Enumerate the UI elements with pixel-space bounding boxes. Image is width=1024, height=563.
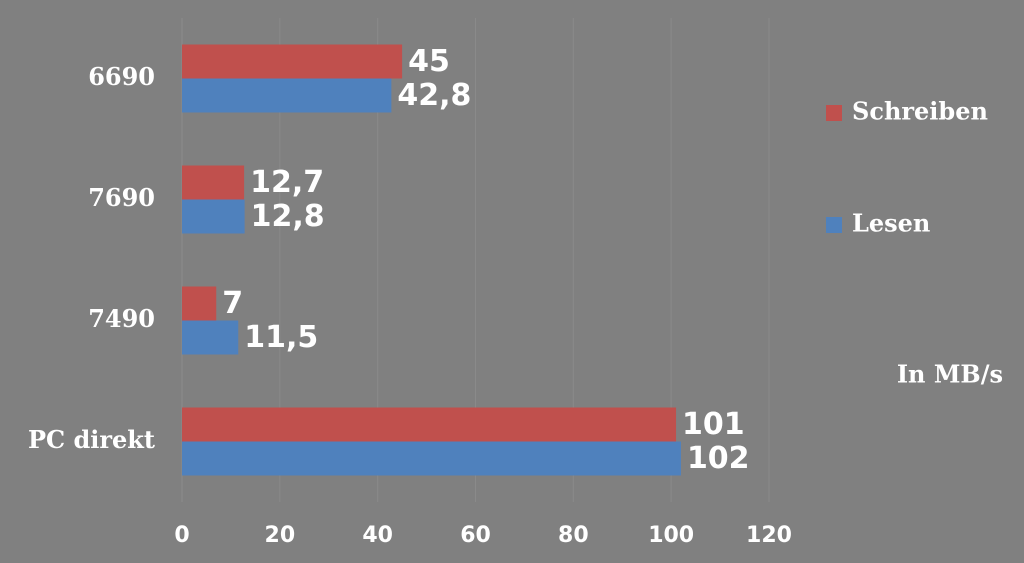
x-tick-label: 40: [362, 523, 393, 548]
bar: [182, 78, 392, 113]
x-tick-label: 60: [460, 523, 491, 548]
legend-swatch: [826, 105, 842, 121]
bar: [182, 199, 245, 234]
value-label: 12,8: [251, 199, 325, 234]
bar: [182, 286, 217, 321]
y-tick-label: 7490: [88, 304, 155, 333]
value-label: 7: [222, 286, 243, 321]
legend-label: Lesen: [852, 209, 930, 238]
legend-label: Schreiben: [852, 97, 988, 126]
y-tick-label: PC direkt: [28, 425, 155, 454]
y-tick-label: 6690: [88, 62, 155, 91]
legend-swatch: [826, 217, 842, 233]
value-label: 101: [682, 407, 745, 442]
bar: [182, 165, 245, 200]
value-label: 102: [687, 441, 750, 476]
value-label: 11,5: [244, 320, 318, 355]
bar: [182, 407, 677, 442]
bar: [182, 441, 681, 476]
value-label: 12,7: [250, 165, 324, 200]
value-label: 42,8: [397, 78, 471, 113]
value-label: 45: [408, 44, 450, 79]
bar: [182, 320, 239, 355]
x-tick-label: 20: [265, 523, 296, 548]
x-tick-label: 80: [558, 523, 589, 548]
y-tick-label: 7690: [88, 183, 155, 212]
bar: [182, 44, 403, 79]
x-tick-label: 100: [648, 523, 694, 548]
unit-annotation: In MB/s: [897, 360, 1003, 389]
x-tick-label: 120: [746, 523, 792, 548]
x-tick-label: 0: [174, 523, 189, 548]
